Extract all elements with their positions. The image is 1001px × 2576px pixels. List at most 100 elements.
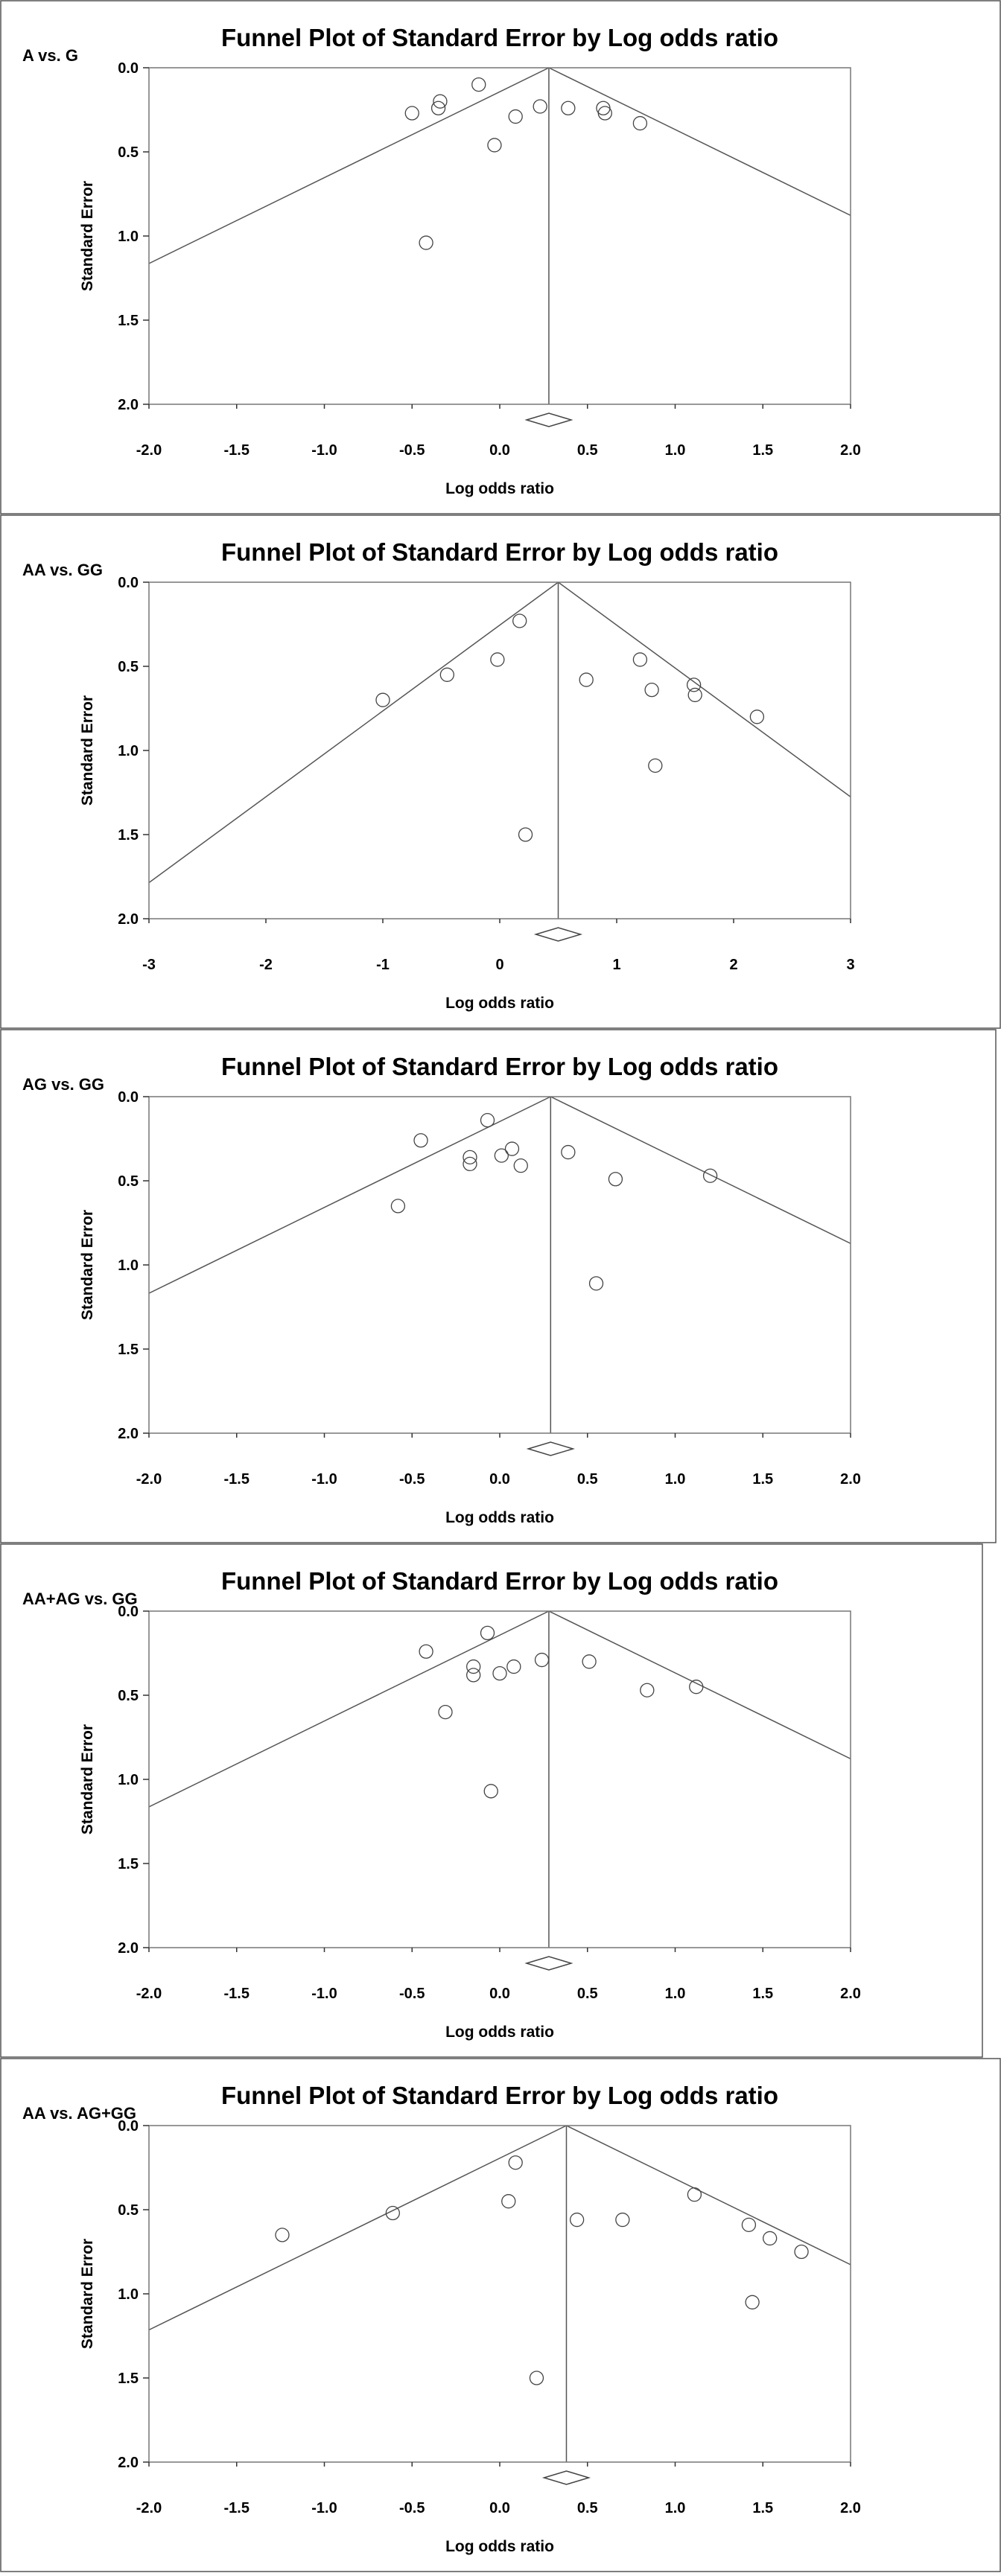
x-axis-label: Log odds ratio [445, 480, 554, 497]
x-tick-label: 1.5 [752, 2500, 773, 2516]
x-tick-label: 0.5 [577, 442, 598, 459]
x-tick-label: -1.5 [224, 442, 250, 459]
chart-title: Funnel Plot of Standard Error by Log odd… [221, 1567, 778, 1595]
summary-diamond [528, 1442, 573, 1456]
x-tick-label: 0 [495, 957, 503, 973]
study-point [645, 683, 658, 697]
study-point [590, 1277, 603, 1290]
y-tick-label: 1.5 [118, 827, 139, 844]
panel-label: A vs. G [22, 46, 78, 65]
x-tick-label: 2.0 [840, 2500, 861, 2516]
x-tick-label: -2 [259, 957, 273, 973]
x-tick-label: -1.0 [311, 442, 337, 459]
study-point [419, 236, 433, 249]
x-tick-label: 2.0 [840, 1986, 861, 2002]
x-tick-label: 1.5 [752, 1986, 773, 2002]
summary-diamond [536, 928, 581, 941]
study-point [391, 1199, 404, 1213]
y-tick-label: 0.5 [118, 144, 139, 161]
study-point [746, 2295, 759, 2309]
study-point [509, 2156, 522, 2169]
funnel-right-limit [566, 2126, 1001, 2462]
study-point [562, 101, 575, 115]
x-tick-label: -1.0 [311, 1986, 337, 2002]
x-tick-label: 0.5 [577, 1471, 598, 1488]
x-tick-label: -1.5 [224, 1471, 250, 1488]
chart-title: Funnel Plot of Standard Error by Log odd… [221, 24, 778, 51]
x-tick-label: -2.0 [136, 2500, 162, 2516]
x-tick-label: -3 [142, 957, 156, 973]
x-tick-label: 1.0 [665, 1471, 686, 1488]
x-tick-label: -2.0 [136, 1986, 162, 2002]
study-point [742, 2218, 755, 2231]
study-point [472, 78, 486, 92]
study-point [530, 2371, 543, 2385]
study-point [795, 2245, 808, 2259]
study-point [519, 828, 533, 841]
study-point [507, 1660, 521, 1674]
y-tick-label: 0.0 [118, 2118, 139, 2135]
study-point [484, 1785, 498, 1798]
y-tick-label: 0.5 [118, 2202, 139, 2219]
y-tick-label: 0.0 [118, 60, 139, 77]
x-tick-label: 0.0 [489, 2500, 510, 2516]
y-tick-label: 0.0 [118, 1604, 139, 1620]
y-axis-label: Standard Error [79, 695, 96, 806]
chart-title: Funnel Plot of Standard Error by Log odd… [221, 538, 778, 566]
plot-area [149, 68, 851, 404]
study-point [513, 614, 527, 628]
study-point [616, 2213, 629, 2227]
study-point [649, 759, 662, 772]
x-axis-label: Log odds ratio [445, 2538, 554, 2555]
study-point [598, 106, 611, 120]
x-tick-label: 1.5 [752, 1471, 773, 1488]
y-axis-label: Standard Error [79, 1210, 96, 1320]
y-tick-label: 2.0 [118, 911, 139, 928]
study-point [491, 653, 504, 666]
study-point [690, 1680, 703, 1694]
y-tick-label: 1.0 [118, 1257, 139, 1274]
x-tick-label: 0.0 [489, 442, 510, 459]
x-tick-label: 0.5 [577, 1986, 598, 2002]
y-tick-label: 0.0 [118, 1089, 139, 1106]
study-point [579, 673, 593, 686]
summary-diamond [527, 413, 571, 427]
x-tick-label: 0.0 [489, 1986, 510, 2002]
study-point [502, 2195, 515, 2208]
x-tick-label: 2.0 [840, 1471, 861, 1488]
study-point [688, 688, 702, 701]
y-tick-label: 0.5 [118, 659, 139, 675]
study-point [493, 1667, 506, 1680]
x-tick-label: -1.5 [224, 2500, 250, 2516]
study-point [440, 668, 454, 681]
study-point [633, 653, 646, 666]
x-tick-label: 2.0 [840, 442, 861, 459]
y-tick-label: 2.0 [118, 2455, 139, 2471]
x-tick-label: 1.5 [752, 442, 773, 459]
y-tick-label: 1.5 [118, 2371, 139, 2387]
study-point [536, 1654, 549, 1667]
y-axis-label: Standard Error [79, 2239, 96, 2349]
y-tick-label: 1.5 [118, 1856, 139, 1872]
study-point [514, 1159, 527, 1173]
y-tick-label: 0.5 [118, 1688, 139, 1704]
funnel-right-limit [550, 1097, 1001, 1433]
study-point [419, 1645, 433, 1658]
plot-area [149, 1611, 851, 1948]
x-axis-label: Log odds ratio [445, 1509, 554, 1526]
study-point [495, 1149, 508, 1162]
funnel-right-limit [549, 68, 1001, 404]
panel-frame [1, 1030, 996, 1543]
x-tick-label: -1.5 [224, 1986, 250, 2002]
study-point [704, 1169, 717, 1182]
x-tick-label: 1.0 [665, 442, 686, 459]
study-point [505, 1142, 518, 1155]
y-axis-label: Standard Error [79, 181, 96, 291]
summary-diamond [544, 2471, 588, 2484]
study-point [641, 1683, 654, 1697]
funnel-right-limit [559, 582, 1001, 919]
summary-diamond [527, 1957, 571, 1970]
